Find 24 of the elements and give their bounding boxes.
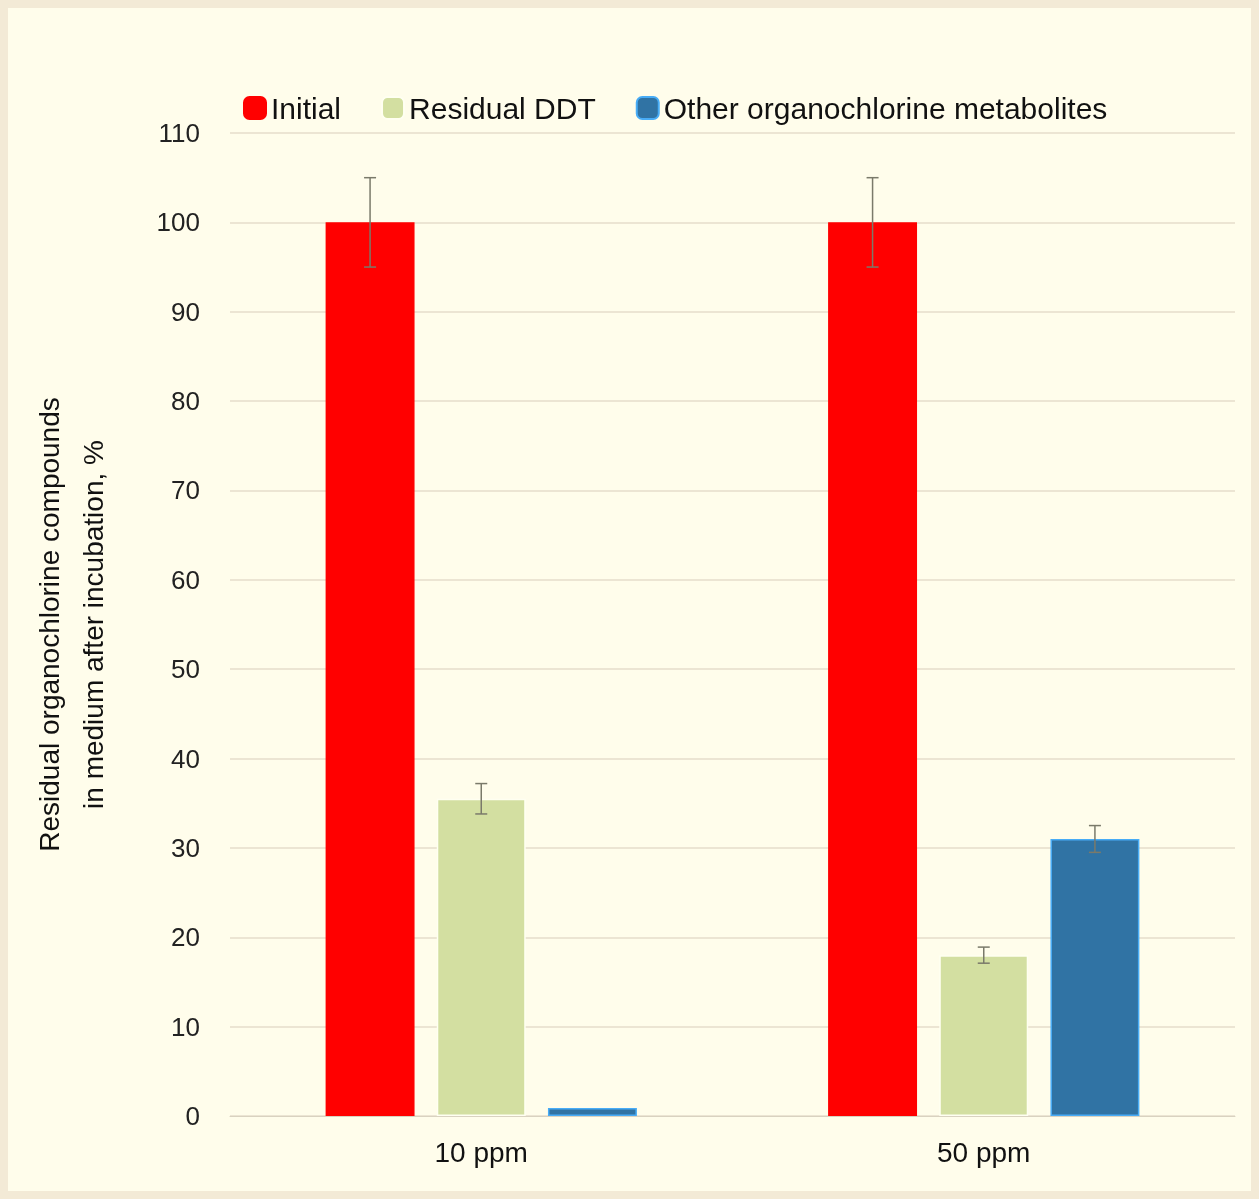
y-tick-label: 80 — [171, 386, 200, 417]
y-tick-label: 40 — [171, 743, 200, 774]
x-tick-label: 10 ppm — [434, 1136, 528, 1168]
y-tick-label: 60 — [171, 564, 200, 595]
legend-label: Other organochlorine metabolites — [663, 91, 1108, 125]
bar — [939, 955, 1029, 1116]
y-tick-label: 0 — [185, 1101, 200, 1131]
bar — [547, 1107, 637, 1116]
y-tick-label: 110 — [158, 118, 200, 148]
y-tick-label: 20 — [171, 922, 200, 953]
y-tick-label: 50 — [171, 654, 200, 685]
y-tick-label: 70 — [171, 475, 200, 506]
y-tick-label: 30 — [171, 832, 200, 863]
y-tick-label: 10 — [171, 1011, 200, 1042]
bar — [1050, 838, 1140, 1116]
bar — [325, 222, 415, 1116]
y-tick-label: 90 — [171, 296, 200, 327]
x-tick-label: 50 ppm — [937, 1136, 1031, 1168]
legend-label: Residual DDT — [409, 91, 596, 125]
y-axis-title: Residual organochlorine compounds in medium after incubation, % — [33, 397, 109, 852]
y-tick-label: 100 — [156, 207, 200, 238]
legend-label: Initial — [271, 91, 342, 125]
bar — [828, 222, 918, 1116]
bar — [436, 798, 526, 1116]
